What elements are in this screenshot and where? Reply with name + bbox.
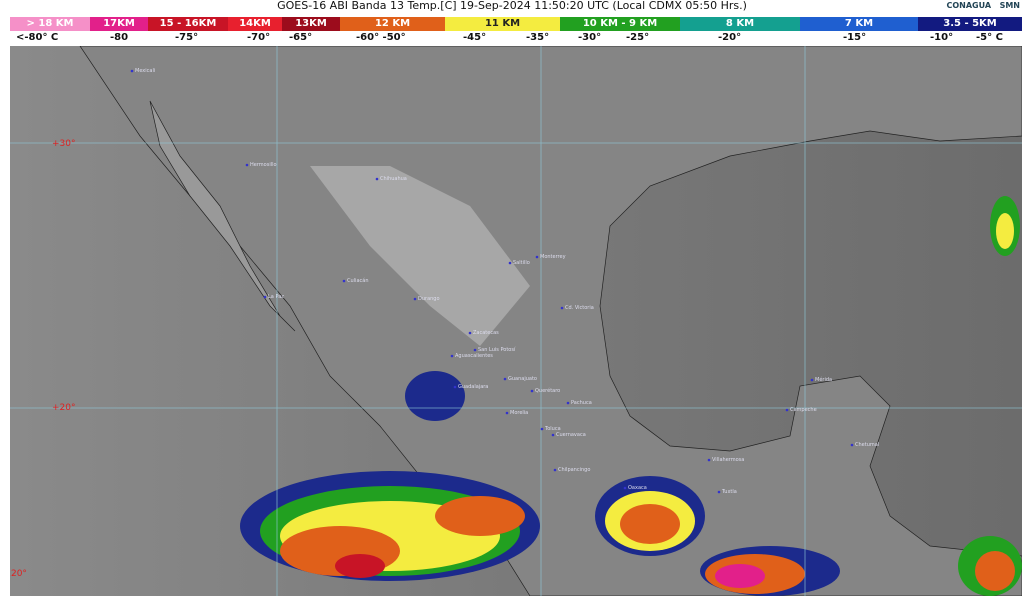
city-label: Chihuahua	[380, 176, 407, 182]
city-dot	[130, 69, 134, 73]
city-dot	[473, 348, 477, 352]
scale-segment: 12 KM	[340, 17, 445, 31]
city-label: San Luis Potosí	[478, 346, 516, 353]
city-label: Chetumal	[855, 442, 879, 448]
temperature-label: -10°	[930, 32, 954, 43]
city-label: Durango	[418, 296, 440, 302]
temperature-label: -75°	[175, 32, 199, 43]
city-dot	[450, 354, 454, 358]
city-label: Culiacán	[347, 277, 368, 284]
city-dot	[623, 486, 627, 490]
city-dot	[850, 443, 854, 447]
city-dot	[263, 295, 267, 299]
temperature-label: -65°	[289, 32, 313, 43]
city-label: Cuernavaca	[556, 432, 586, 438]
longitude-label: -120°	[10, 569, 27, 579]
temperature-label: <-80° C	[16, 32, 59, 43]
city-dot	[553, 468, 557, 472]
city-dot	[375, 177, 379, 181]
temperature-label: -60° -50°	[356, 32, 406, 43]
city-dot	[245, 163, 249, 167]
scale-segment: 11 KM	[445, 17, 560, 31]
logo-conagua: CONAGUA	[946, 1, 992, 10]
city-label: Hermosillo	[250, 162, 277, 168]
title: GOES-16 ABI Banda 13 Temp.[C] 19-Sep-202…	[277, 0, 747, 12]
city-dot	[530, 389, 534, 393]
city-label: Guadalajara	[458, 384, 488, 390]
city-label: La Paz	[268, 294, 284, 300]
logos: CONAGUA SMN	[940, 1, 1020, 10]
city-dot	[468, 331, 472, 335]
grid	[10, 46, 1022, 596]
city-label: Tuxtla	[721, 489, 737, 495]
city-dot	[342, 279, 346, 283]
scale-segment: 3.5 - 5KM	[918, 17, 1022, 31]
temperature-label: -80	[110, 32, 129, 43]
temperature-label: -5° C	[976, 32, 1003, 43]
color-scale: > 18 KM 17KM 15 - 16KM 14KM 13KM 12 KM 1…	[10, 17, 1022, 31]
city-dot	[503, 377, 507, 381]
city-label: Guanajuato	[508, 376, 537, 382]
scale-segment: 17KM	[90, 17, 148, 31]
land	[79, 46, 1022, 596]
city-label: Villahermosa	[712, 457, 744, 463]
scale-segment: 15 - 16KM	[148, 17, 228, 31]
city-dot	[535, 255, 539, 259]
temperature-row: <-80° C -80 -75° -70° -65° -60° -50° -45…	[0, 32, 1024, 46]
city-dot	[560, 306, 564, 310]
city-labels: Mexicali Hermosillo Chihuahua Monterrey Salt…	[130, 68, 879, 495]
city-label: Morelia	[510, 410, 528, 416]
city-dot	[717, 490, 721, 494]
temperature-label: -15°	[843, 32, 867, 43]
temperature-label: -30°	[578, 32, 602, 43]
cloud	[310, 166, 530, 346]
city-label: Mexicali	[135, 68, 155, 74]
city-label: Oaxaca	[628, 485, 647, 491]
city-dot	[810, 378, 814, 382]
scale-segment: 7 KM	[800, 17, 918, 31]
scale-segment: 13KM	[282, 17, 340, 31]
latitude-label: +30°	[52, 139, 76, 149]
city-dot	[413, 297, 417, 301]
temperature-label: -45°	[463, 32, 487, 43]
satellite-map: +30° +20° -120° Mexicali Hermosillo Chihua…	[10, 46, 1022, 596]
city-label: Saltillo	[513, 260, 530, 266]
temperature-label: -70°	[247, 32, 271, 43]
temperature-label: -35°	[526, 32, 550, 43]
latitude-label: +20°	[52, 403, 76, 413]
baja-california	[149, 100, 296, 332]
city-label: Aguascalientes	[455, 353, 493, 359]
city-dot	[551, 433, 555, 437]
temperature-label: -25°	[626, 32, 650, 43]
city-dot	[505, 411, 509, 415]
city-dot	[707, 458, 711, 462]
city-label: Toluca	[544, 426, 561, 432]
city-dot	[540, 427, 544, 431]
city-label: Chilpancingo	[558, 467, 590, 473]
city-label: Querétaro	[535, 387, 560, 394]
city-dot	[566, 401, 570, 405]
city-label: Campeche	[790, 407, 817, 413]
logo-smn: SMN	[999, 1, 1020, 10]
city-label: Zacatecas	[473, 330, 499, 336]
scale-segment: 8 KM	[680, 17, 800, 31]
city-label: Cd. Victoria	[565, 305, 594, 311]
city-label: Pachuca	[571, 400, 592, 406]
city-dot	[785, 408, 789, 412]
temperature-label: -20°	[718, 32, 742, 43]
scale-segment: > 18 KM	[10, 17, 90, 31]
storm-clouds	[240, 196, 1022, 596]
city-dot	[508, 261, 512, 265]
city-label: Mérida	[815, 376, 832, 383]
scale-segment: 14KM	[228, 17, 282, 31]
scale-segment: 10 KM - 9 KM	[560, 17, 680, 31]
city-label: Monterrey	[540, 254, 566, 260]
city-dot	[453, 385, 457, 389]
